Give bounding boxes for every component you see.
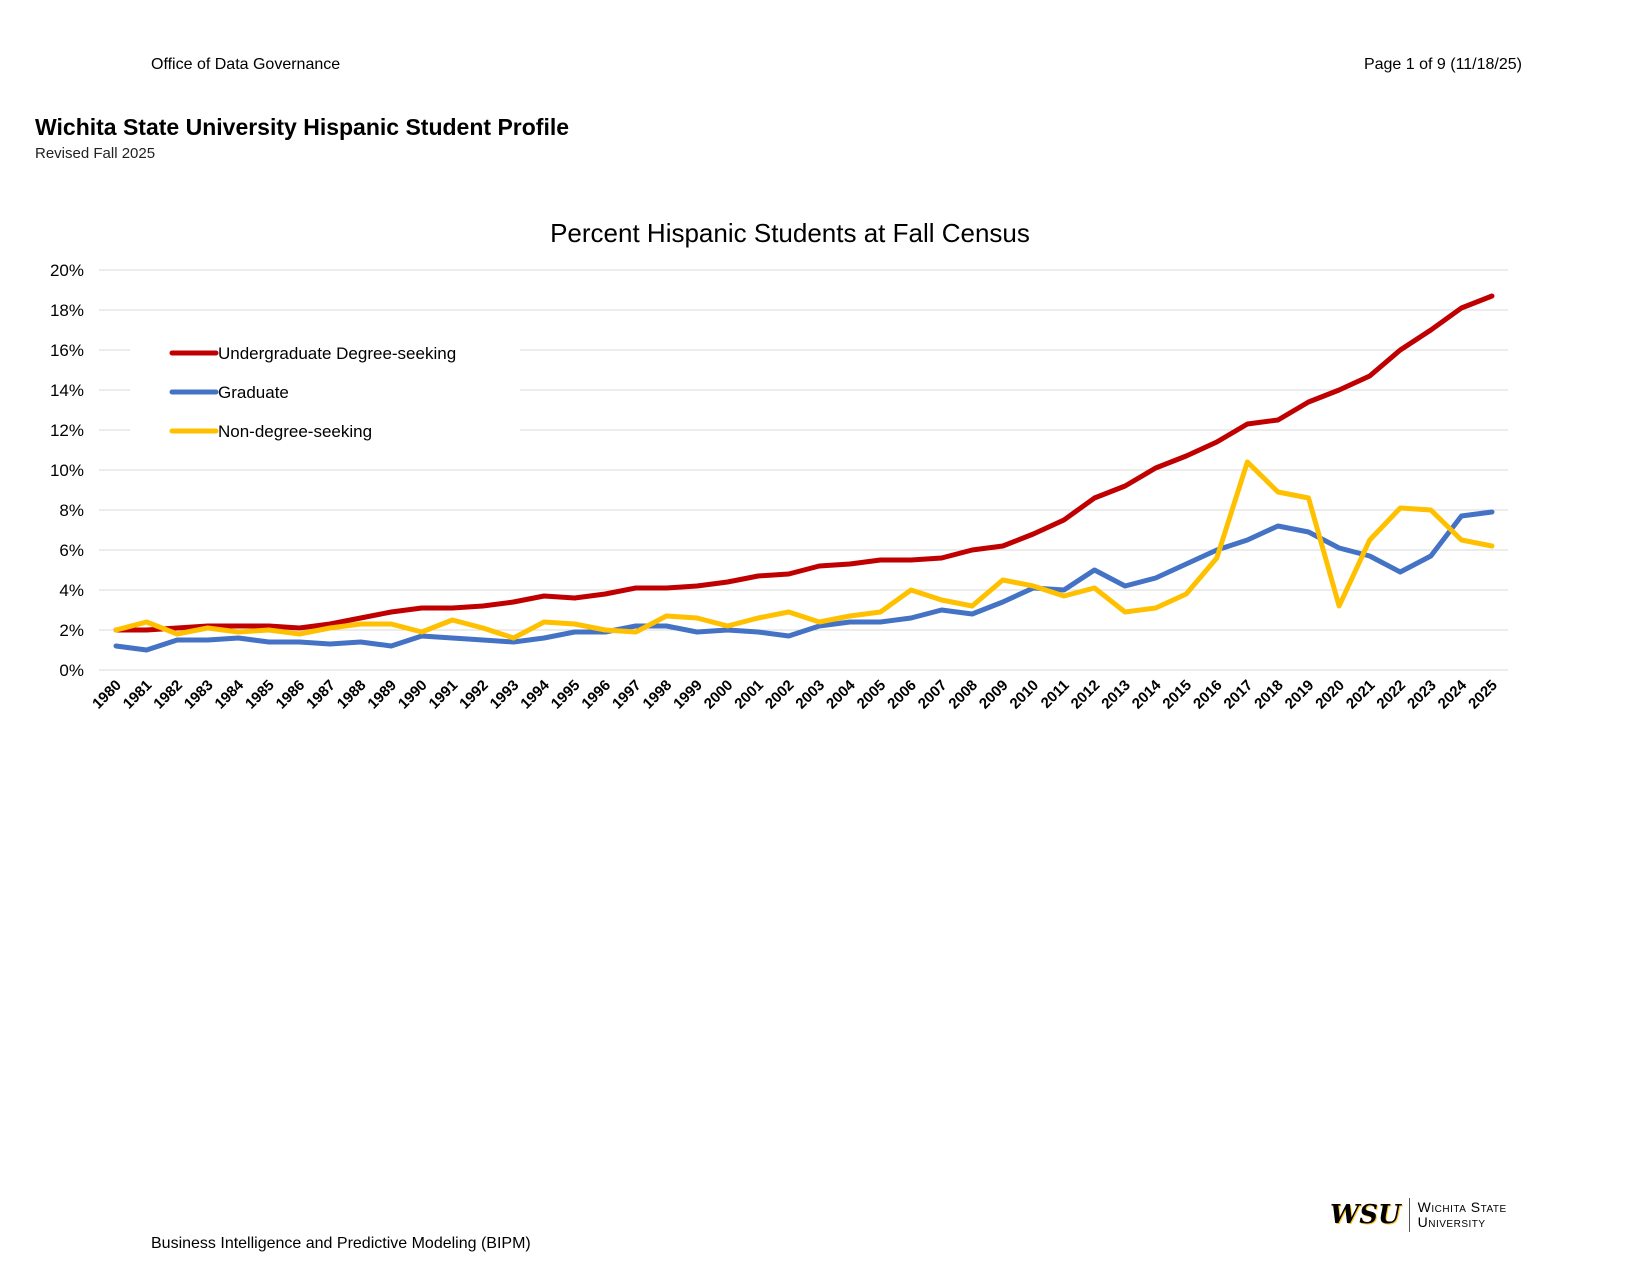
footer-bipm: Business Intelligence and Predictive Mod… xyxy=(151,1235,531,1252)
x-tick-label: 2010 xyxy=(1007,677,1043,713)
series-lines xyxy=(113,293,1495,653)
series-line xyxy=(113,459,1495,641)
header-office: Office of Data Governance xyxy=(151,56,341,73)
x-tick-label: 1980 xyxy=(89,677,125,713)
x-tick-label: 2008 xyxy=(945,677,981,713)
y-tick-label: 16% xyxy=(50,341,84,360)
x-tick-label: 2017 xyxy=(1221,677,1257,713)
x-axis-ticks: 1980198119821983198419851986198719881989… xyxy=(89,676,1501,712)
logo-line-2: University xyxy=(1417,1214,1486,1230)
series-0 xyxy=(113,293,1495,633)
x-tick-label: 2018 xyxy=(1251,677,1287,713)
x-tick-label: 2019 xyxy=(1282,677,1318,713)
legend-label: Undergraduate Degree-seeking xyxy=(218,344,456,363)
series-line xyxy=(113,293,1495,633)
y-tick-label: 14% xyxy=(50,381,84,400)
x-tick-label: 2006 xyxy=(884,677,920,713)
x-tick-label: 1995 xyxy=(548,677,584,713)
logo-line-1: Wichita State xyxy=(1417,1199,1507,1215)
y-tick-label: 18% xyxy=(50,301,84,320)
x-tick-label: 1999 xyxy=(670,677,706,713)
series-line xyxy=(113,509,1495,653)
series-2 xyxy=(113,459,1495,641)
x-tick-label: 2015 xyxy=(1159,677,1195,713)
x-tick-label: 1984 xyxy=(212,676,248,712)
x-tick-label: 1985 xyxy=(242,677,278,713)
y-tick-label: 12% xyxy=(50,421,84,440)
x-tick-label: 1997 xyxy=(609,677,645,713)
x-tick-label: 2024 xyxy=(1435,676,1471,712)
y-tick-label: 0% xyxy=(59,661,84,680)
x-tick-label: 2007 xyxy=(915,677,951,713)
legend-label: Non-degree-seeking xyxy=(218,422,372,441)
y-tick-label: 2% xyxy=(59,621,84,640)
y-axis-ticks: 0% 2% 4% 6% 8% 10% 12% 14% 16% 18% 20% xyxy=(50,261,84,680)
x-tick-label: 2023 xyxy=(1404,677,1440,713)
logo-divider xyxy=(1408,1198,1410,1232)
y-tick-label: 20% xyxy=(50,261,84,280)
x-tick-label: 2004 xyxy=(823,676,859,712)
wsu-logo: WSU Wichita State University xyxy=(1330,1198,1507,1232)
legend: Undergraduate Degree-seeking Graduate Non-… xyxy=(169,344,456,441)
y-tick-label: 6% xyxy=(59,541,84,560)
x-tick-label: 1991 xyxy=(426,677,462,713)
x-tick-label: 2005 xyxy=(854,677,890,713)
document-title: Wichita State University Hispanic Studen… xyxy=(35,114,570,140)
x-tick-label: 1987 xyxy=(303,677,339,713)
y-tick-label: 8% xyxy=(59,501,84,520)
x-tick-label: 2021 xyxy=(1343,677,1379,713)
x-tick-label: 2013 xyxy=(1098,677,1134,713)
x-tick-label: 2014 xyxy=(1129,676,1165,712)
x-tick-label: 2003 xyxy=(792,677,828,713)
x-tick-label: 1983 xyxy=(181,677,217,713)
x-tick-label: 1989 xyxy=(364,677,400,713)
legend-background xyxy=(130,325,520,445)
header-page-number: Page 1 of 9 (11/18/25) xyxy=(1363,56,1522,73)
x-tick-label: 1982 xyxy=(150,677,186,713)
y-tick-label: 10% xyxy=(50,461,84,480)
x-tick-label: 2002 xyxy=(762,677,798,713)
x-tick-label: 2020 xyxy=(1312,677,1348,713)
y-tick-label: 4% xyxy=(59,581,84,600)
x-tick-label: 1992 xyxy=(456,677,492,713)
legend-label: Graduate xyxy=(218,383,289,402)
x-tick-label: 1986 xyxy=(273,677,309,713)
line-chart: Percent Hispanic Students at Fall Census… xyxy=(50,218,1508,712)
logo-text: Wichita State University xyxy=(1418,1200,1507,1230)
document-subtitle: Revised Fall 2025 xyxy=(35,145,156,162)
x-tick-label: 2001 xyxy=(731,677,767,713)
x-tick-label: 1998 xyxy=(640,677,676,713)
x-tick-label: 1994 xyxy=(517,676,553,712)
x-tick-label: 1996 xyxy=(578,677,614,713)
x-tick-label: 2012 xyxy=(1068,677,1104,713)
x-tick-label: 1993 xyxy=(487,677,523,713)
x-tick-label: 2025 xyxy=(1465,677,1501,713)
chart-title: Percent Hispanic Students at Fall Census xyxy=(550,218,1030,248)
x-tick-label: 2016 xyxy=(1190,677,1226,713)
x-tick-label: 1990 xyxy=(395,677,431,713)
x-tick-label: 2011 xyxy=(1038,677,1073,712)
x-tick-label: 2009 xyxy=(976,677,1012,713)
wsu-logo-mark: WSU xyxy=(1330,1200,1401,1230)
x-tick-label: 1988 xyxy=(334,677,370,713)
x-tick-label: 1981 xyxy=(120,677,156,713)
x-tick-label: 2000 xyxy=(701,677,737,713)
x-tick-label: 2022 xyxy=(1373,677,1409,713)
